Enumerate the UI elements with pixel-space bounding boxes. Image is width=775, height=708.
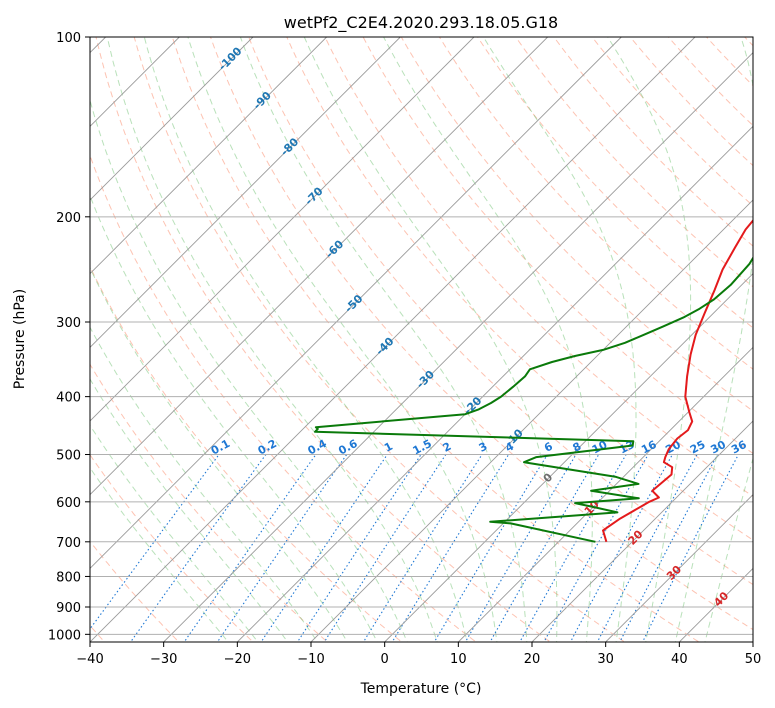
y-tick-label: 1000: [48, 628, 81, 643]
mixing-ratio-line: [323, 454, 447, 642]
moist-adiabat: [187, 37, 498, 642]
moist-adiabat: [143, 37, 468, 642]
dry-adiabat: [209, 37, 753, 631]
dry-adiabat: [477, 37, 753, 329]
isotherm-line: [90, 37, 548, 496]
y-axis: 100 200 300 400 500 600 700 800 900 1000: [48, 31, 90, 643]
moist-adiabat: [106, 37, 438, 642]
mixing-ratio-line: [362, 454, 483, 642]
mixing-ratio-line: [183, 454, 317, 642]
x-tick-label: 10: [450, 652, 467, 667]
mixing-ratio-line: [216, 454, 348, 642]
mixing-ratio-label: 30: [708, 438, 728, 457]
dry-adiabat: [286, 37, 753, 541]
mixing-ratio-line: [433, 454, 548, 642]
y-tick-label: 700: [56, 536, 81, 551]
background-lines: [90, 37, 753, 642]
isotherm-line: [458, 346, 753, 642]
x-tick-label: 0: [381, 652, 389, 667]
isotherm-line: [531, 420, 753, 642]
dry-adiabat: [438, 37, 753, 370]
moist-adiabat: [90, 467, 229, 642]
x-tick-label: 50: [745, 652, 762, 667]
isotherm-line: [90, 37, 401, 348]
x-tick-label: −10: [297, 652, 324, 667]
y-tick-label: 600: [56, 496, 81, 511]
plot-area: -100-90-80-70-60-50-40-30-20-10010203040…: [90, 37, 753, 642]
mixing-ratio-line: [619, 454, 719, 642]
moist-adiabat: [90, 266, 348, 642]
moist-adiabat: [704, 456, 753, 642]
x-tick-label: −40: [76, 652, 103, 667]
chart-title: wetPf2_C2E4.2020.293.18.05.G18: [284, 13, 558, 33]
mixing-ratio-line: [569, 454, 673, 642]
moist-adiabat: [90, 194, 378, 642]
isotherm-line: [310, 199, 753, 642]
isotherm-line: [237, 125, 753, 642]
isotherm-line: [90, 37, 327, 275]
mixing-ratio-line: [260, 454, 388, 642]
profile-lines: [314, 218, 753, 543]
x-tick-label: −20: [224, 652, 251, 667]
isotherm-line: [384, 273, 753, 642]
isotherm-line: [163, 52, 753, 642]
moist-adiabat: [482, 37, 637, 642]
dry-adiabat: [362, 37, 753, 455]
moist-adiabat: [90, 424, 259, 642]
dry-adiabat: [90, 453, 254, 642]
isotherm-line: [90, 37, 622, 569]
mixing-ratio-label: 36: [729, 438, 749, 457]
x-tick-label: 20: [524, 652, 541, 667]
mixing-ratio-line: [391, 454, 510, 642]
mixing-ratio-label: 25: [688, 438, 708, 457]
dry-adiabat: [324, 37, 753, 498]
x-axis-title: Temperature (°C): [360, 681, 482, 697]
dry-adiabat: [133, 37, 626, 642]
x-tick-label: −30: [150, 652, 177, 667]
temperature-profile: [602, 218, 753, 543]
mixing-ratio-line: [596, 454, 698, 642]
x-axis: −40 −30 −20 −10 0 10 20 30 40 50: [76, 642, 761, 667]
dry-adiabat: [95, 37, 552, 642]
y-tick-label: 200: [56, 211, 81, 226]
mixing-ratio-line: [90, 454, 220, 630]
dry-adiabat: [171, 37, 700, 642]
x-tick-label: 40: [671, 652, 688, 667]
moist-adiabat: [239, 37, 528, 642]
mixing-ratio-label: 13: [617, 438, 637, 457]
isotherm-line: [90, 37, 254, 201]
y-axis-title: Pressure (hPa): [12, 289, 28, 389]
moist-adiabat: [674, 37, 753, 642]
x-tick-label: 30: [597, 652, 614, 667]
y-tick-label: 400: [56, 391, 81, 406]
y-tick-label: 800: [56, 570, 81, 585]
mixing-ratio-line: [464, 454, 577, 642]
gridlines: [90, 37, 753, 642]
y-tick-label: 100: [56, 31, 81, 46]
isotherm-line: [90, 37, 475, 422]
moist-adiabat: [90, 378, 289, 642]
dry-adiabat: [400, 37, 753, 412]
moist-adiabat: [90, 326, 319, 642]
dry-adiabat: [248, 37, 753, 586]
mixing-ratio-line: [296, 454, 422, 642]
isotherm-line: [605, 494, 753, 642]
dewpoint-profile: [314, 256, 753, 543]
dry-adiabat: [90, 363, 329, 642]
dry-adiabat: [90, 154, 477, 642]
y-tick-label: 900: [56, 601, 81, 616]
mixing-ratio-label: 16: [639, 438, 659, 457]
mixing-ratio-label: 10: [590, 438, 610, 457]
y-tick-label: 500: [56, 449, 81, 464]
moist-adiabat: [303, 37, 558, 642]
mixing-ratio-line: [129, 454, 267, 642]
moist-adiabat: [607, 37, 692, 642]
plot-frame: [89, 36, 754, 643]
y-tick-label: 300: [56, 316, 81, 331]
moist-adiabat: [383, 37, 593, 642]
isotherm-line: [90, 37, 696, 642]
